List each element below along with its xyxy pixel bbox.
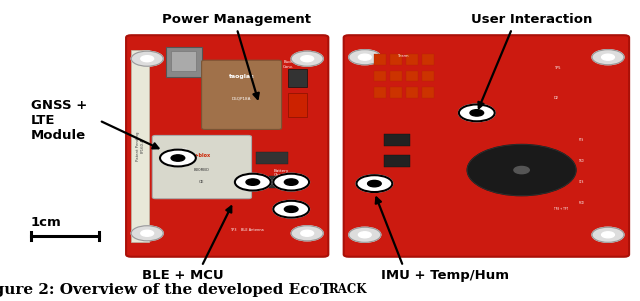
Bar xyxy=(288,69,307,87)
Text: GNSS +
LTE
Module: GNSS + LTE Module xyxy=(31,99,87,142)
Text: 1cm: 1cm xyxy=(31,216,61,229)
Circle shape xyxy=(358,232,371,238)
Bar xyxy=(171,51,196,71)
Circle shape xyxy=(358,54,371,60)
Text: Battery
Charger: Battery Charger xyxy=(273,169,290,177)
Circle shape xyxy=(131,226,163,241)
Bar xyxy=(422,54,434,65)
Circle shape xyxy=(284,206,298,213)
Bar xyxy=(374,87,386,98)
Text: TP3    BLE Antenna: TP3 BLE Antenna xyxy=(230,228,263,232)
Circle shape xyxy=(235,174,271,191)
FancyBboxPatch shape xyxy=(152,135,252,199)
Text: Buck
Conv.: Buck Conv. xyxy=(282,61,294,69)
Bar xyxy=(384,134,410,146)
Bar xyxy=(390,71,402,81)
Bar xyxy=(374,54,386,65)
Circle shape xyxy=(160,150,196,166)
Circle shape xyxy=(514,166,529,174)
Text: TP8 + TP7: TP8 + TP7 xyxy=(554,207,568,211)
Text: User Interaction: User Interaction xyxy=(470,13,592,26)
Bar xyxy=(406,71,418,81)
Circle shape xyxy=(602,54,614,60)
Bar xyxy=(288,93,307,117)
Circle shape xyxy=(592,227,624,242)
Text: u-blox: u-blox xyxy=(193,153,211,157)
Circle shape xyxy=(171,155,185,161)
Circle shape xyxy=(284,179,298,185)
Text: TP5: TP5 xyxy=(554,66,560,70)
Bar xyxy=(384,155,410,167)
Bar xyxy=(390,54,402,65)
Circle shape xyxy=(470,110,484,116)
Bar xyxy=(422,87,434,98)
Text: taoglas: taoglas xyxy=(228,74,255,79)
Text: D5QP18A: D5QP18A xyxy=(232,96,252,100)
Circle shape xyxy=(602,232,614,238)
Text: Power Management: Power Management xyxy=(163,13,311,26)
Text: CE: CE xyxy=(199,180,205,184)
FancyBboxPatch shape xyxy=(202,60,282,129)
Text: Figure 2: Overview of the developed Eco: Figure 2: Overview of the developed Eco xyxy=(0,283,320,296)
Circle shape xyxy=(141,230,154,236)
Bar xyxy=(256,152,288,164)
Text: RTS: RTS xyxy=(579,138,584,142)
Circle shape xyxy=(459,104,495,121)
Text: BLE + MCU: BLE + MCU xyxy=(141,269,223,282)
Circle shape xyxy=(291,226,323,241)
Text: TXD: TXD xyxy=(579,159,585,163)
Text: RACK: RACK xyxy=(329,283,367,296)
Text: D2: D2 xyxy=(554,96,559,100)
Circle shape xyxy=(367,180,381,187)
Bar xyxy=(422,71,434,81)
Circle shape xyxy=(301,56,314,62)
Circle shape xyxy=(349,227,381,242)
Circle shape xyxy=(349,50,381,65)
Bar xyxy=(406,54,418,65)
Text: RXD: RXD xyxy=(579,201,585,205)
Circle shape xyxy=(291,51,323,66)
Circle shape xyxy=(246,179,260,185)
Bar xyxy=(269,176,294,188)
Circle shape xyxy=(273,174,309,191)
Bar xyxy=(374,71,386,81)
Text: T: T xyxy=(320,283,332,296)
Circle shape xyxy=(592,50,624,65)
FancyBboxPatch shape xyxy=(126,35,328,257)
FancyBboxPatch shape xyxy=(344,35,629,257)
Bar xyxy=(131,50,149,242)
Text: Therm: Therm xyxy=(397,54,409,58)
Circle shape xyxy=(301,230,314,236)
Circle shape xyxy=(356,175,392,192)
Text: Patent Pending
P/160.A: Patent Pending P/160.A xyxy=(136,131,145,161)
Circle shape xyxy=(141,56,154,62)
Bar xyxy=(390,87,402,98)
Bar xyxy=(406,87,418,98)
Text: GNSS
Antenna: GNSS Antenna xyxy=(173,148,191,156)
Text: IMU + Temp/Hum: IMU + Temp/Hum xyxy=(381,269,509,282)
Circle shape xyxy=(467,144,576,196)
Circle shape xyxy=(131,51,163,66)
Text: CTS: CTS xyxy=(579,180,584,184)
Circle shape xyxy=(273,201,309,218)
Bar xyxy=(166,47,202,77)
Text: B00RBO: B00RBO xyxy=(194,168,210,172)
